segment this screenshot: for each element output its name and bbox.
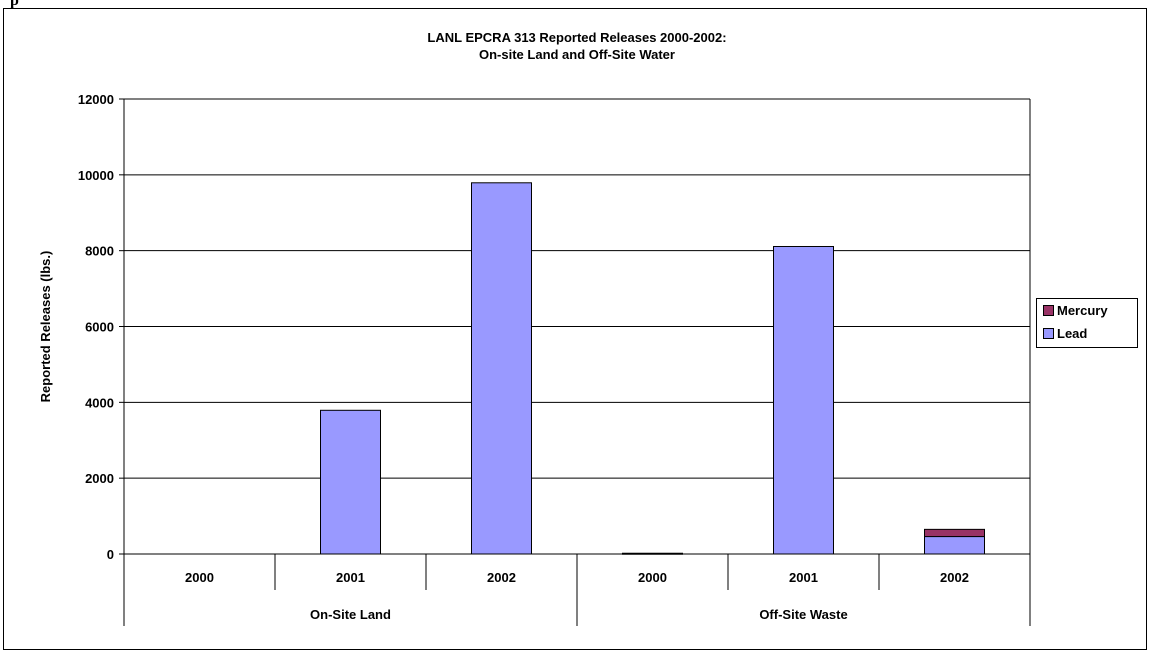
y-tick-label: 0 [107,547,114,562]
x-tick-label: 2001 [789,570,818,585]
legend-item-mercury: Mercury [1043,303,1108,318]
axes [119,98,1031,626]
bars [320,182,985,555]
legend-swatch-lead [1043,328,1054,339]
y-tick-label: 4000 [85,395,114,410]
bar-lead [773,245,834,555]
legend: Mercury Lead [1036,298,1138,348]
x-tick-label: 2002 [940,570,969,585]
y-tick-label: 10000 [78,168,114,183]
x-tick-label: 2000 [185,570,214,585]
y-axis-title: Reported Releases (lbs.) [38,251,53,403]
legend-item-lead: Lead [1043,326,1087,341]
chart-title: LANL EPCRA 313 Reported Releases 2000-20… [427,30,727,45]
bar-lead [320,409,381,555]
x-group-label: On-Site Land [310,607,391,622]
bar-lead [471,182,532,555]
gridlines [124,98,1030,479]
legend-label: Lead [1057,326,1088,341]
legend-swatch-mercury [1043,305,1054,316]
x-tick-label: 2002 [487,570,516,585]
y-tick-label: 6000 [85,320,114,335]
cropped-heading-text: p [10,0,19,9]
legend-label: Mercury [1057,303,1108,318]
y-tick-label: 12000 [78,92,114,107]
y-tick-label: 8000 [85,244,114,259]
axis-labels: 0 2000 4000 6000 8000 10000 12000 2000 2001 2002 2… [38,92,969,622]
y-tick-label: 2000 [85,471,114,486]
x-group-label: Off-Site Waste [759,607,847,622]
bar-mercury [924,528,985,538]
bar-lead [924,536,985,555]
x-tick-label: 2000 [638,570,667,585]
chart-subtitle: On-site Land and Off-Site Water [479,47,675,62]
x-tick-label: 2001 [336,570,365,585]
